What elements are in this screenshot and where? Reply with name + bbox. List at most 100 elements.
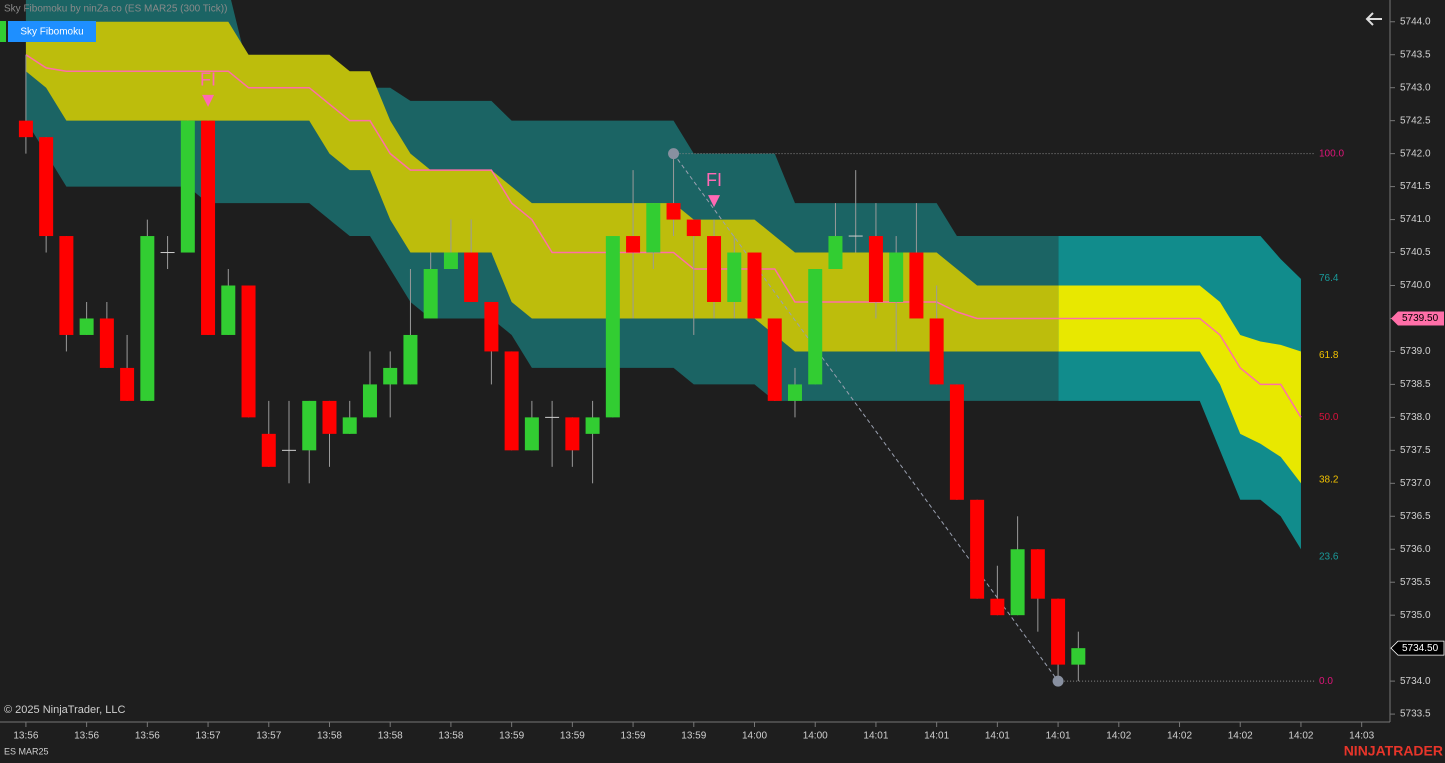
x-tick-label: 14:00 <box>742 731 767 742</box>
candle-body <box>808 269 823 385</box>
button-accent <box>0 21 6 42</box>
y-tick-label: 5738.0 <box>1400 412 1431 423</box>
candle-body <box>626 236 641 253</box>
fib-level-label: 38.2 <box>1319 474 1339 485</box>
fib-anchor <box>668 148 680 160</box>
cloud-inner-future <box>1058 285 1301 484</box>
y-tick-label: 5744.0 <box>1400 16 1431 27</box>
x-tick-label: 13:56 <box>13 731 38 742</box>
y-tick-label: 5738.5 <box>1400 379 1431 390</box>
candle-body <box>403 334 418 385</box>
candle-body <box>504 351 519 451</box>
fib-level-label: 61.8 <box>1319 350 1339 361</box>
candle-body <box>18 120 33 138</box>
indicator-button-label[interactable]: Sky Fibomoku <box>20 27 83 38</box>
x-tick-label: 14:02 <box>1288 731 1313 742</box>
candle-body <box>443 252 458 270</box>
candle-body <box>970 499 985 599</box>
candle-body <box>423 269 438 319</box>
y-tick-label: 5735.5 <box>1400 577 1431 588</box>
candle-body <box>342 417 357 434</box>
y-tick-label: 5740.5 <box>1400 247 1431 258</box>
fib-anchor <box>1052 675 1064 687</box>
x-tick-label: 14:02 <box>1167 731 1192 742</box>
candle-body <box>787 384 802 401</box>
candle-body <box>929 318 944 385</box>
candle-body <box>39 137 54 237</box>
candle-body <box>605 236 620 418</box>
candle-body <box>565 417 580 451</box>
indicator-title: Sky Fibomoku by ninZa.co (ES MAR25 (300 … <box>4 4 227 15</box>
candle-body <box>99 318 114 368</box>
y-tick-label: 5737.5 <box>1400 445 1431 456</box>
x-tick-label: 13:59 <box>621 731 646 742</box>
candle-body <box>140 236 155 401</box>
x-tick-label: 13:59 <box>499 731 524 742</box>
candle-body <box>261 433 276 467</box>
price-tag <box>1391 311 1444 326</box>
fib-level-label: 0.0 <box>1319 676 1333 687</box>
x-tick-label: 13:59 <box>560 731 585 742</box>
x-tick-label: 14:02 <box>1228 731 1253 742</box>
candle-body <box>747 252 762 319</box>
fib-level-label: 100.0 <box>1319 148 1344 159</box>
price-tag-label: 5739.50 <box>1402 313 1439 324</box>
x-tick-label: 13:56 <box>74 731 99 742</box>
y-tick-label: 5734.0 <box>1400 676 1431 687</box>
candle-body <box>524 417 539 451</box>
x-tick-label: 14:01 <box>985 731 1010 742</box>
x-tick-label: 14:00 <box>803 731 828 742</box>
candle-body <box>686 219 701 237</box>
candle-body <box>585 417 600 434</box>
candle-body <box>990 598 1005 616</box>
y-tick-label: 5739.0 <box>1400 346 1431 357</box>
fib-line <box>673 153 1059 682</box>
x-tick-label: 14:03 <box>1349 731 1374 742</box>
indicator-button[interactable] <box>8 21 96 42</box>
y-tick-label: 5743.5 <box>1400 49 1431 60</box>
x-tick-label: 14:01 <box>924 731 949 742</box>
price-tag-label: 5734.50 <box>1402 643 1439 654</box>
y-tick-label: 5735.0 <box>1400 610 1431 621</box>
candle-body <box>828 236 843 270</box>
candle-body <box>120 367 135 401</box>
candle-body <box>727 252 742 302</box>
candle-body <box>767 318 782 401</box>
candle-body <box>362 384 377 418</box>
x-tick-label: 13:56 <box>135 731 160 742</box>
y-tick-label: 5743.0 <box>1400 82 1431 93</box>
x-tick-label: 13:59 <box>681 731 706 742</box>
candle-body <box>1010 549 1025 616</box>
candle-body <box>79 318 94 335</box>
y-tick-label: 5737.0 <box>1400 478 1431 489</box>
y-tick-label: 5741.5 <box>1400 181 1431 192</box>
candle-body <box>1030 549 1045 599</box>
candle-body <box>180 120 195 253</box>
candle-body <box>302 400 317 451</box>
fib-level-label: 76.4 <box>1319 273 1339 284</box>
plot-area: 100.0 76.4 61.8 50.0 38.2 23.6 0.0 FI FI <box>18 0 1344 687</box>
candle-body <box>464 252 479 302</box>
candle-body <box>241 285 256 418</box>
candle-body <box>383 367 398 385</box>
y-tick-label: 5740.0 <box>1400 280 1431 291</box>
candle-body <box>59 236 74 335</box>
annotation-arrow <box>202 94 215 107</box>
annotation-label: FI <box>200 70 216 90</box>
annotation-label: FI <box>706 170 722 190</box>
back-icon[interactable] <box>1365 12 1382 26</box>
x-tick-label: 14:02 <box>1106 731 1131 742</box>
cloud-mid-line <box>25 54 1302 418</box>
copyright: © 2025 NinjaTrader, LLC <box>4 704 125 716</box>
x-tick-label: 13:57 <box>196 731 221 742</box>
price-tag <box>1390 640 1445 656</box>
annotation-arrow <box>708 195 721 208</box>
x-tick-label: 13:58 <box>317 731 342 742</box>
candle-body <box>1051 598 1066 665</box>
candle-body <box>322 400 337 434</box>
y-tick-label: 5736.5 <box>1400 511 1431 522</box>
y-tick-label: 5742.0 <box>1400 148 1431 159</box>
fib-level-label: 50.0 <box>1319 412 1339 423</box>
y-tick-label: 5741.0 <box>1400 214 1431 225</box>
